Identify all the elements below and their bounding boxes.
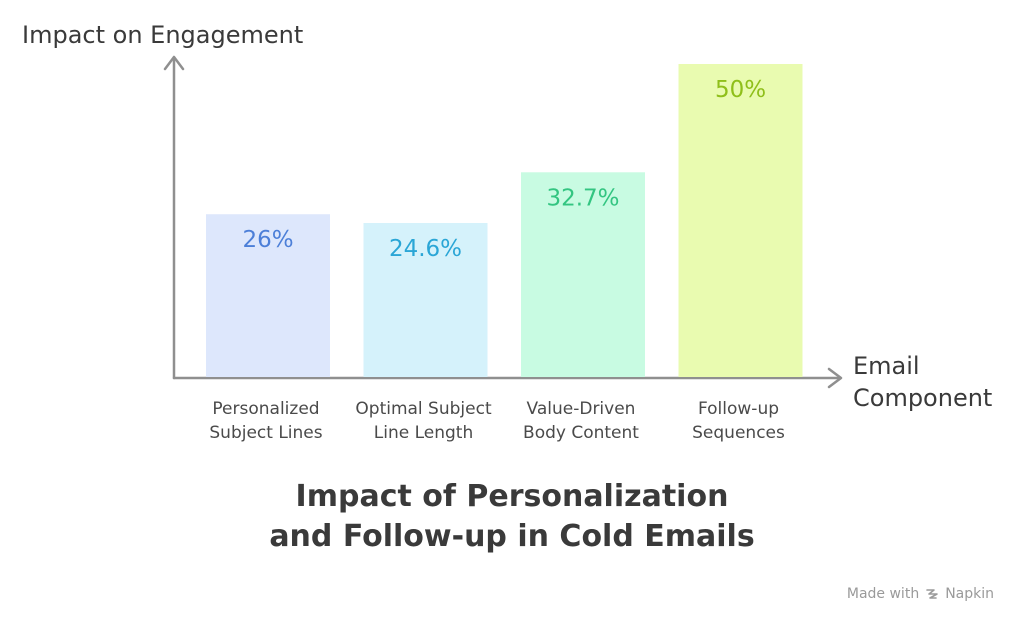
footer-attribution[interactable]: Made with Napkin: [847, 586, 994, 602]
bar-value-label: 26%: [242, 227, 293, 253]
made-with-text: Made with: [846, 586, 920, 602]
category-label: Follow-up: [698, 399, 779, 419]
category-label: Personalized: [212, 399, 319, 419]
y-axis-title: Impact on Engagement: [22, 21, 303, 49]
bar: [521, 172, 645, 377]
napkin-logo-icon: [926, 589, 938, 599]
category-label: Body Content: [523, 423, 639, 443]
bar-value-label: 24.6%: [389, 236, 462, 262]
y-axis: [163, 55, 185, 380]
chart-title-line-2: and Follow-up in Cold Emails: [269, 519, 754, 554]
chart-title-line-1: Impact of Personalization: [296, 479, 729, 514]
category-label: Sequences: [692, 423, 785, 443]
bar-value-label: 50%: [715, 77, 766, 103]
category-label: Subject Lines: [209, 423, 322, 443]
x-axis-arrow-icon: [827, 367, 843, 389]
category-label: Line Length: [374, 423, 473, 443]
x-axis-title-line-2: Component: [853, 384, 992, 412]
y-axis-arrow-icon: [163, 55, 185, 71]
bars: 26% Personalized Subject Lines 24.6% Optimal…: [206, 64, 803, 443]
bar: [363, 223, 488, 377]
x-axis: [172, 367, 843, 389]
category-label: Value-Driven: [527, 399, 636, 419]
x-axis-title-line-1: Email: [853, 352, 920, 380]
category-label: Optimal Subject: [355, 399, 492, 419]
bar: [678, 64, 803, 377]
bar-value-label: 32.7%: [546, 185, 619, 211]
bar: [206, 214, 330, 377]
napkin-brand-text: Napkin: [945, 586, 994, 602]
